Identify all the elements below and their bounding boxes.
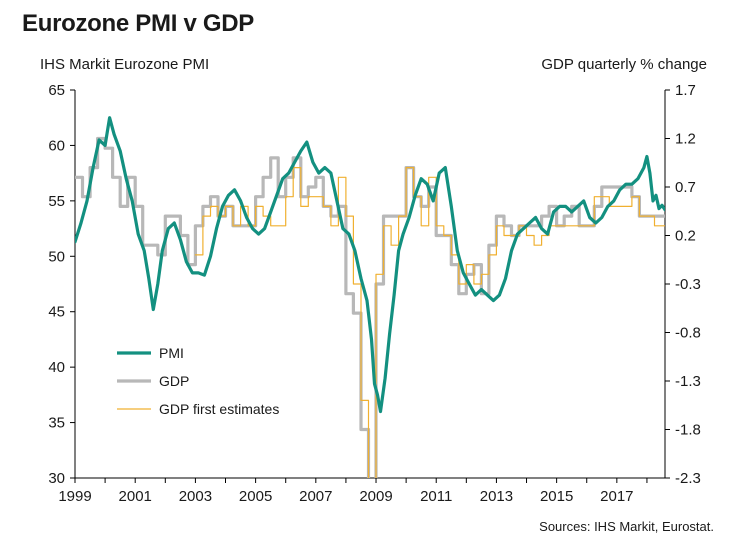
right-tick-label: 1.2 <box>675 131 696 148</box>
gdp-line <box>75 136 665 478</box>
chart-title: Eurozone PMI v GDP <box>22 10 254 37</box>
right-tick-label: 0.7 <box>675 179 696 196</box>
left-tick-label: 55 <box>48 193 65 210</box>
x-tick-label: 2003 <box>179 488 212 505</box>
right-tick-label: -2.3 <box>675 470 701 487</box>
legend-label: GDP first estimates <box>159 401 279 417</box>
right-tick-label: -0.8 <box>675 325 701 342</box>
x-tick-label: 2013 <box>480 488 513 505</box>
left-tick-label: 30 <box>48 470 65 487</box>
left-tick-label: 35 <box>48 415 65 432</box>
gdp-first-estimates-line <box>194 167 665 478</box>
right-tick-label: -1.8 <box>675 422 701 439</box>
x-tick-label: 2011 <box>420 488 452 505</box>
left-tick-label: 60 <box>48 137 65 154</box>
legend: PMI GDP GDP first estimates <box>117 345 279 417</box>
right-axis-title: GDP quarterly % change <box>541 56 707 73</box>
x-tick-label: 2005 <box>239 488 272 505</box>
source-note: Sources: IHS Markit, Eurostat. <box>539 519 714 534</box>
x-tick-label: 2001 <box>119 488 152 505</box>
left-tick-label: 65 <box>48 82 65 99</box>
x-tick-label: 1999 <box>58 488 91 505</box>
x-tick-label: 2017 <box>600 488 633 505</box>
legend-label: PMI <box>159 345 184 361</box>
right-tick-label: 1.7 <box>675 82 696 99</box>
left-axis-title: IHS Markit Eurozone PMI <box>40 56 210 73</box>
right-tick-label: 0.2 <box>675 228 696 245</box>
left-tick-label: 40 <box>48 359 65 376</box>
left-tick-label: 50 <box>48 248 65 265</box>
legend-label: GDP <box>159 373 189 389</box>
x-tick-label: 2015 <box>540 488 573 505</box>
left-tick-label: 45 <box>48 304 65 321</box>
right-tick-label: -0.3 <box>675 276 701 293</box>
right-tick-label: -1.3 <box>675 373 701 390</box>
x-tick-label: 2007 <box>299 488 332 505</box>
x-tick-label: 2009 <box>359 488 392 505</box>
pmi-line <box>75 116 665 414</box>
